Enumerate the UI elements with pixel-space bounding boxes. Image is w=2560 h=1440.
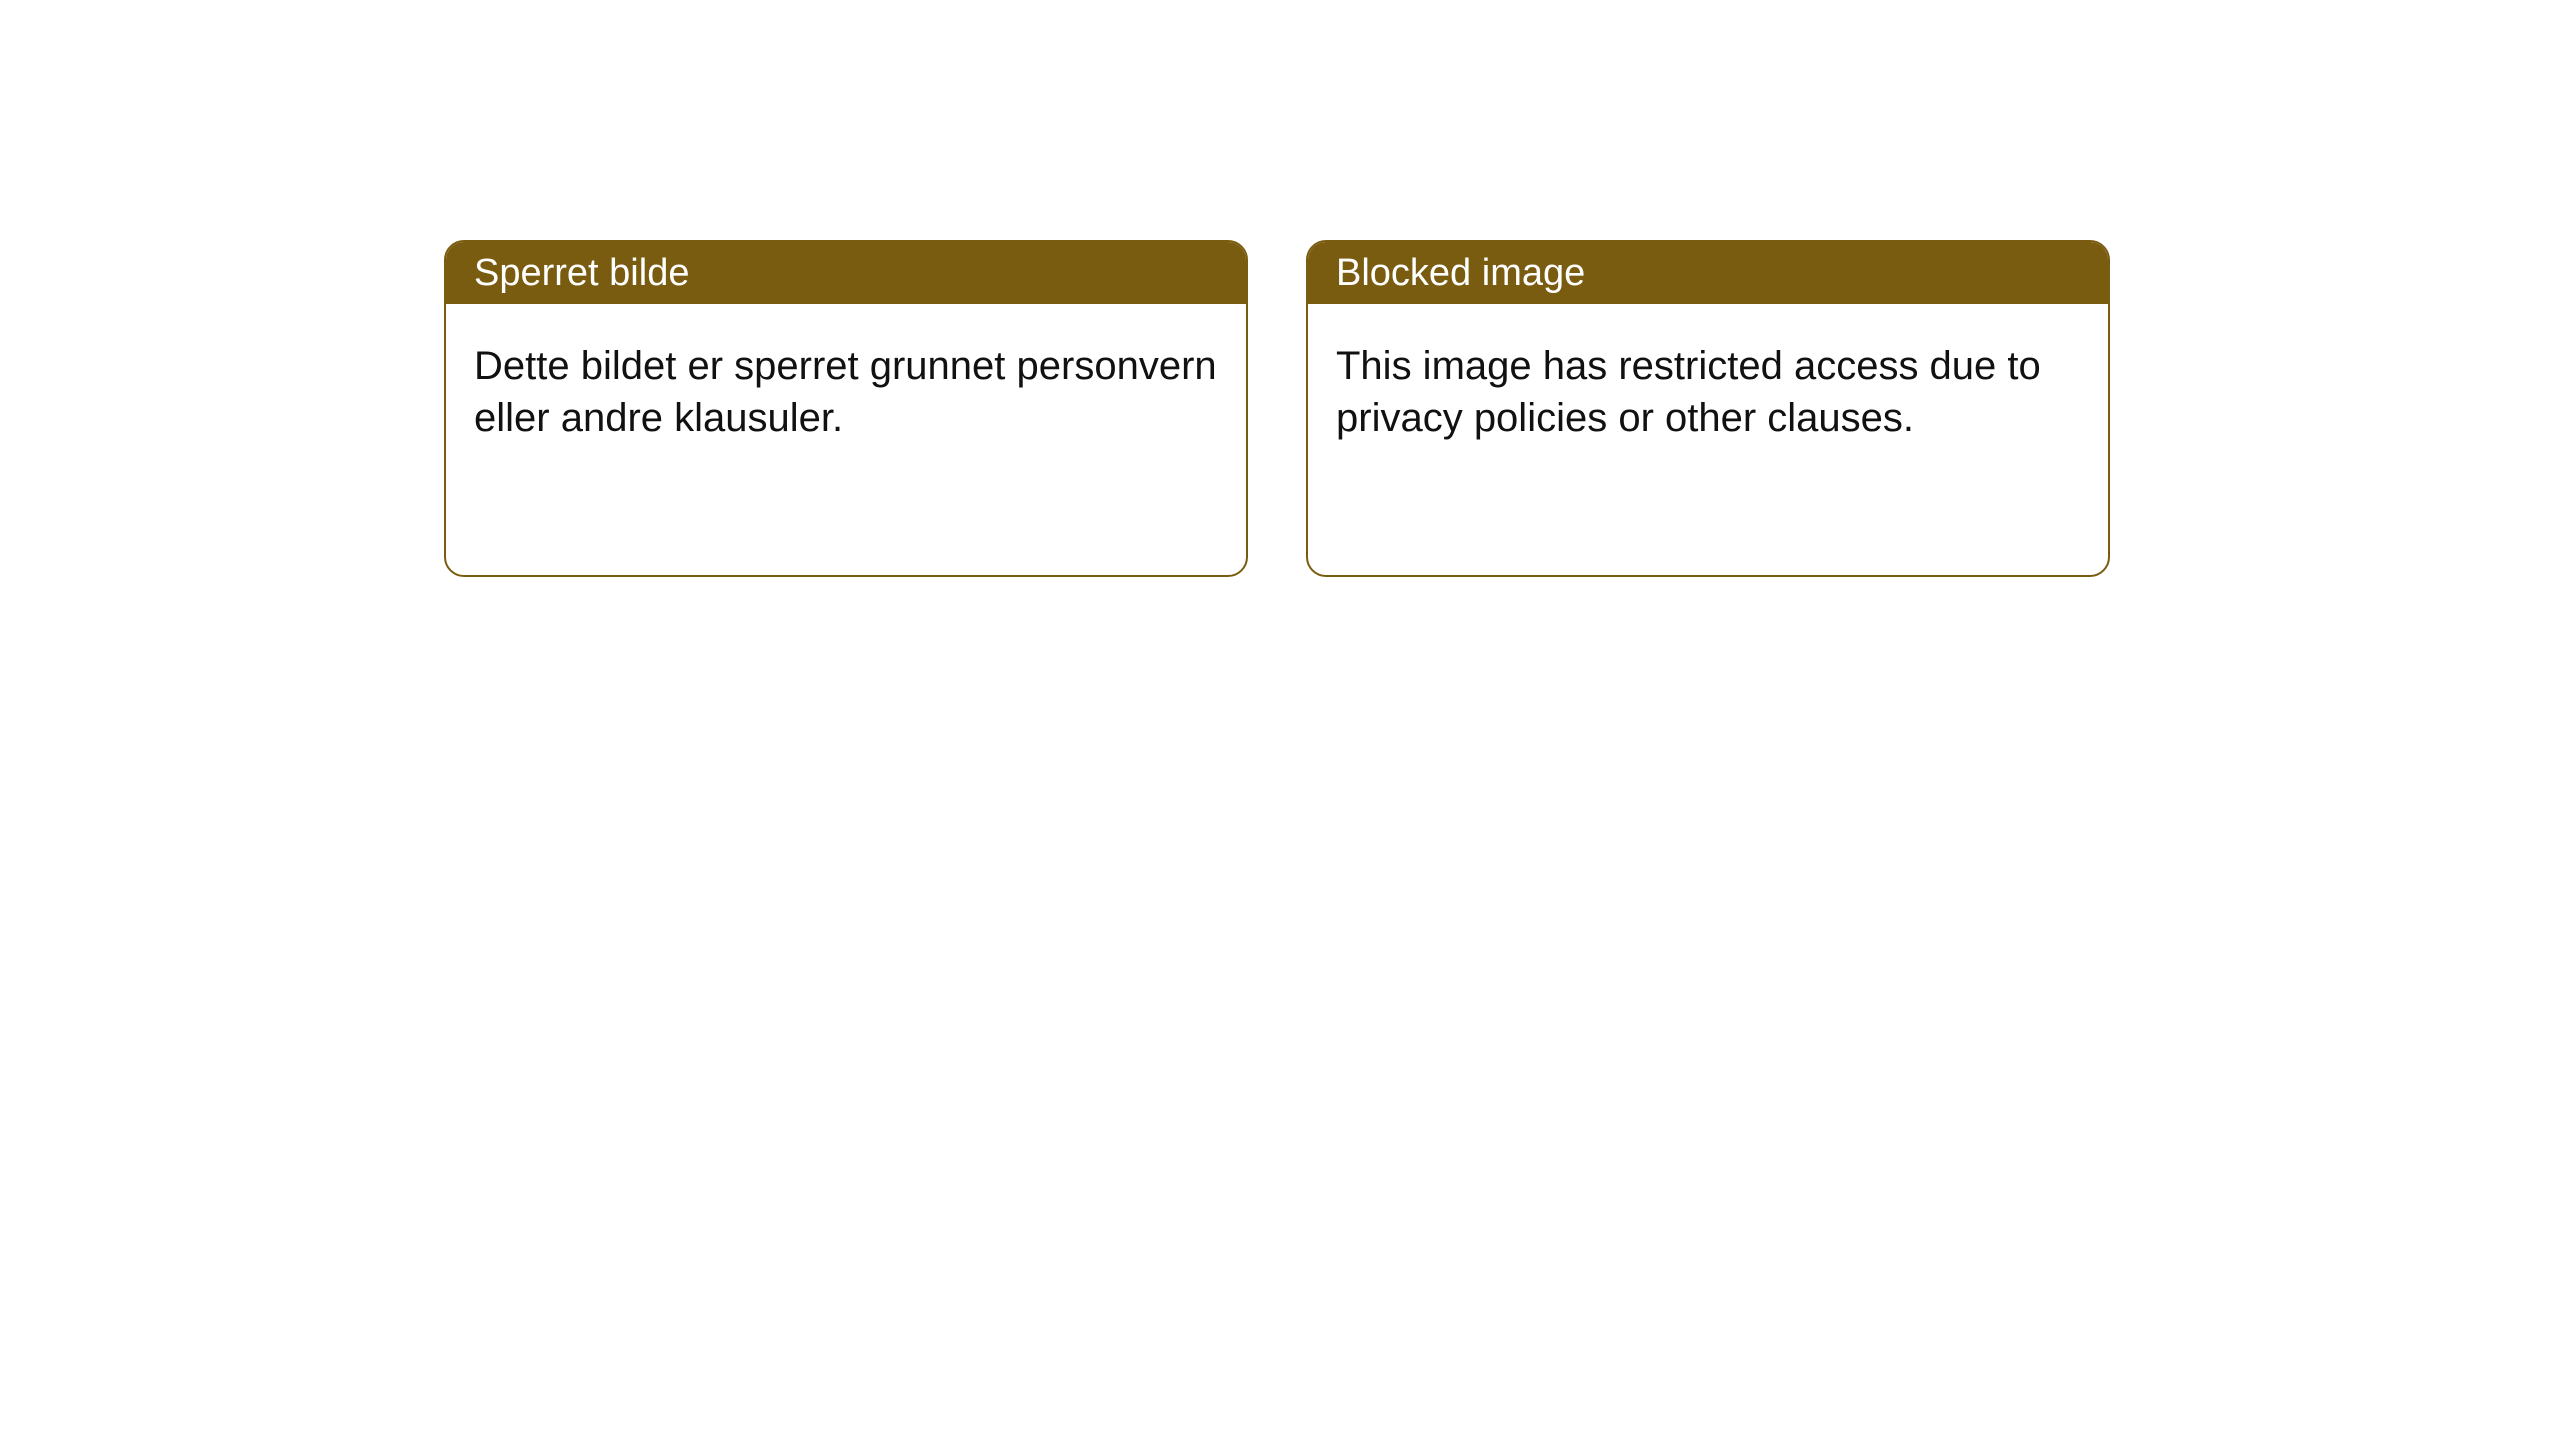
notice-card-text: This image has restricted access due to … xyxy=(1336,344,2041,440)
notice-card-body: Dette bildet er sperret grunnet personve… xyxy=(446,304,1246,480)
notice-card-english: Blocked image This image has restricted … xyxy=(1306,240,2110,577)
notice-cards-container: Sperret bilde Dette bildet er sperret gr… xyxy=(444,240,2110,577)
notice-card-norwegian: Sperret bilde Dette bildet er sperret gr… xyxy=(444,240,1248,577)
notice-card-header: Sperret bilde xyxy=(446,242,1246,304)
notice-card-header: Blocked image xyxy=(1308,242,2108,304)
notice-card-body: This image has restricted access due to … xyxy=(1308,304,2108,480)
notice-card-title: Blocked image xyxy=(1336,252,1585,295)
notice-card-text: Dette bildet er sperret grunnet personve… xyxy=(474,344,1217,440)
notice-card-title: Sperret bilde xyxy=(474,252,689,295)
